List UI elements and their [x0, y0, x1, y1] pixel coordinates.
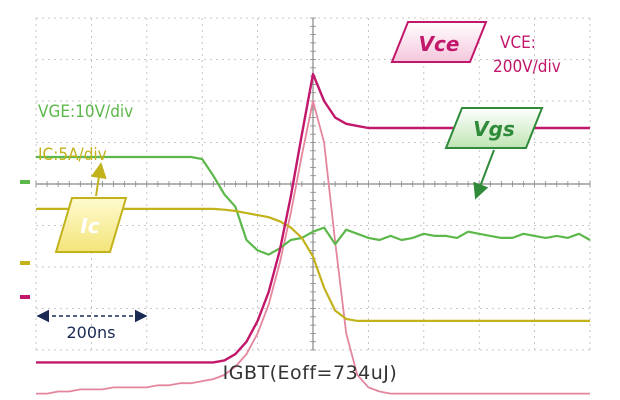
time-scale: 200ns	[36, 309, 148, 342]
vce-scale-label: 200V/div	[493, 57, 561, 77]
ic-arrow	[90, 162, 107, 197]
vce-callout: Vce VCE: 200V/div	[390, 21, 561, 77]
graticule	[35, 17, 591, 351]
chart-title: IGBT(Eoff=734uJ)	[222, 362, 398, 384]
vgs-callout: Vgs VGE:10V/div	[38, 102, 544, 200]
ic-callout: Ic IC:5A/div	[38, 145, 128, 253]
vce-channel-label: VCE:	[500, 33, 536, 53]
gnd-marker-vce	[20, 295, 30, 299]
vgs-tag-shape	[444, 107, 544, 149]
gnd-marker-ic	[20, 261, 30, 265]
vgs-arrow	[473, 149, 495, 200]
vce-tag: Vce	[419, 32, 460, 56]
channel-markers	[20, 180, 30, 299]
time-scale-label: 200ns	[66, 323, 115, 342]
ic-tag: Ic	[80, 214, 99, 238]
vce-tag-shape	[390, 21, 488, 63]
ic-channel-label: IC:5A/div	[38, 145, 107, 165]
vgs-tag: Vgs	[473, 117, 515, 141]
ic-tag-shape	[54, 197, 128, 253]
ic-trace	[36, 207, 590, 322]
vge-trace	[36, 155, 591, 256]
power-trace	[36, 100, 590, 395]
gnd-marker-vge	[20, 180, 30, 184]
vge-channel-label: VGE:10V/div	[38, 102, 133, 122]
